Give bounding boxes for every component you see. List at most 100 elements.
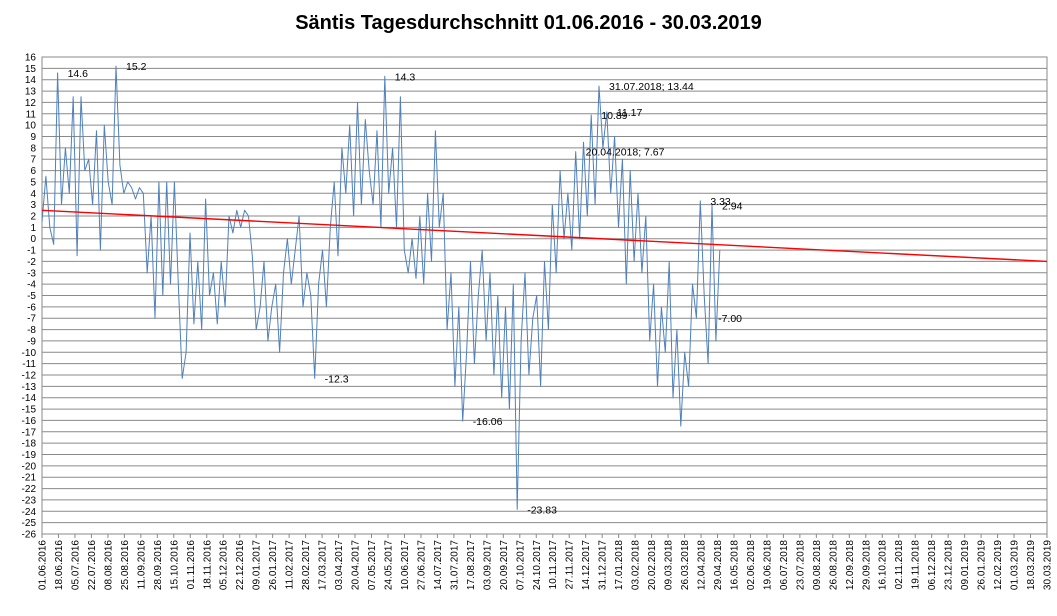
- y-tick-label: 8: [30, 143, 36, 154]
- data-label: 3.33: [710, 196, 731, 208]
- y-tick-label: -14: [22, 393, 37, 404]
- x-tick-label: 22.07.2016: [87, 540, 98, 590]
- y-tick-label: 14: [25, 75, 37, 86]
- y-tick-label: 4: [30, 189, 36, 200]
- y-tick-label: 10: [25, 121, 37, 132]
- x-tick-label: 24.05.2017: [383, 540, 394, 590]
- data-label: -7.00: [718, 313, 742, 325]
- x-tick-label: 14.07.2017: [433, 540, 444, 590]
- data-label: 31.07.2018; 13.44: [609, 81, 694, 93]
- y-tick-label: -10: [22, 348, 37, 359]
- gridlines: [41, 56, 1048, 538]
- y-tick-label: -11: [22, 359, 36, 370]
- x-tick-label: 29.09.2018: [861, 540, 872, 590]
- chart-title: Säntis Tagesdurchschnitt 01.06.2016 - 30…: [295, 12, 762, 34]
- y-tick-label: -7: [27, 314, 36, 325]
- y-axis-tick-labels: 161514131211109876543210-1-2-3-4-5-6-7-8…: [22, 53, 37, 541]
- x-tick-label: 05.07.2016: [70, 540, 81, 590]
- trend-line: [41, 209, 1048, 263]
- x-tick-label: 11.02.2017: [285, 540, 296, 590]
- y-tick-label: -12: [22, 371, 37, 382]
- x-tick-label: 15.10.2016: [169, 540, 180, 590]
- x-tick-label: 09.01.2017: [252, 540, 263, 590]
- y-tick-label: 0: [30, 234, 36, 245]
- y-tick-label: 15: [25, 64, 37, 75]
- y-tick-label: -5: [27, 291, 36, 302]
- x-tick-label: 09.03.2018: [664, 540, 675, 590]
- x-tick-label: 17.01.2018: [614, 540, 625, 590]
- y-tick-label: -1: [27, 246, 36, 257]
- y-tick-label: -4: [27, 280, 36, 291]
- y-tick-label: -25: [22, 518, 37, 529]
- x-tick-label: 17.03.2017: [318, 540, 329, 590]
- x-tick-label: 11.09.2016: [136, 540, 147, 590]
- x-tick-label: 19.06.2018: [762, 540, 773, 590]
- series-lines: [41, 65, 1048, 510]
- data-label: -12.3: [325, 373, 349, 385]
- y-tick-label: 13: [25, 87, 37, 98]
- y-tick-label: -20: [22, 461, 37, 472]
- x-tick-label: 06.12.2018: [927, 540, 938, 590]
- x-tick-label: 14.12.2017: [581, 540, 592, 590]
- x-tick-label: 01.03.2019: [1010, 540, 1021, 590]
- x-tick-label: 20.09.2017: [499, 540, 510, 590]
- x-tick-label: 31.07.2017: [449, 540, 460, 590]
- x-tick-label: 07.05.2017: [367, 540, 378, 590]
- y-tick-label: 1: [30, 223, 36, 234]
- x-tick-label: 31.12.2017: [598, 540, 609, 590]
- x-tick-label: 03.02.2018: [631, 540, 642, 590]
- y-tick-label: -6: [27, 302, 36, 313]
- annotations: 14.6 15.2 -12.3 14.3 -16.06 -23.83 20.04.2018;…: [68, 61, 743, 516]
- y-tick-label: -21: [22, 473, 37, 484]
- x-tick-label: 30.03.2019: [1043, 540, 1054, 590]
- y-tick-label: 7: [30, 155, 36, 166]
- x-tick-label: 17.08.2017: [466, 540, 477, 590]
- data-label: 14.3: [395, 71, 416, 83]
- y-tick-label: -24: [22, 507, 37, 518]
- y-tick-label: 2: [30, 212, 36, 223]
- x-tick-label: 24.10.2017: [532, 540, 543, 590]
- y-tick-label: 3: [30, 200, 36, 211]
- y-tick-label: 9: [30, 132, 36, 143]
- y-tick-label: -3: [27, 268, 36, 279]
- y-tick-label: 11: [26, 109, 37, 120]
- data-label: 20.04.2018; 7.67: [586, 147, 665, 159]
- x-tick-label: 12.02.2019: [993, 540, 1004, 590]
- y-tick-label: -9: [27, 336, 36, 347]
- x-tick-label: 18.11.2016: [202, 540, 213, 590]
- x-tick-label: 26.01.2017: [268, 540, 279, 590]
- y-tick-label: -17: [22, 427, 37, 438]
- y-tick-label: -23: [22, 495, 37, 506]
- y-tick-label: -8: [27, 325, 36, 336]
- y-tick-label: 16: [25, 53, 37, 64]
- x-tick-label: 28.09.2016: [153, 540, 164, 590]
- x-tick-label: 01.11.2016: [186, 540, 197, 590]
- x-tick-label: 26.08.2018: [828, 540, 839, 590]
- x-tick-label: 22.12.2016: [235, 540, 246, 590]
- data-label: 15.2: [126, 61, 147, 73]
- x-tick-label: 09.01.2019: [960, 540, 971, 590]
- x-tick-label: 27.06.2017: [416, 540, 427, 590]
- y-tick-label: -2: [27, 257, 36, 268]
- x-axis-tick-labels: 01.06.2016 18.06.2016 05.07.2016 22.07.2016…: [38, 540, 1054, 590]
- y-tick-label: 6: [30, 166, 36, 177]
- y-tick-label: -26: [22, 530, 37, 541]
- data-label: 10.89: [601, 110, 627, 122]
- x-tick-label: 18.03.2019: [1026, 540, 1037, 590]
- y-tick-label: -15: [22, 405, 37, 416]
- x-tick-label: 23.07.2018: [795, 540, 806, 590]
- x-tick-label: 28.02.2017: [301, 540, 312, 590]
- y-tick-label: -22: [22, 484, 37, 495]
- x-tick-label: 25.08.2016: [120, 540, 131, 590]
- y-tick-label: -13: [22, 382, 37, 393]
- x-tick-label: 02.11.2018: [894, 540, 905, 590]
- y-tick-label: -18: [22, 439, 37, 450]
- x-tick-label: 01.06.2016: [38, 540, 49, 590]
- x-tick-label: 26.01.2019: [977, 540, 988, 590]
- x-tick-label: 18.06.2016: [54, 540, 65, 590]
- x-tick-label: 23.12.2018: [944, 540, 955, 590]
- y-tick-label: 5: [30, 177, 36, 188]
- y-tick-label: -16: [22, 416, 37, 427]
- x-tick-label: 26.03.2018: [680, 540, 691, 590]
